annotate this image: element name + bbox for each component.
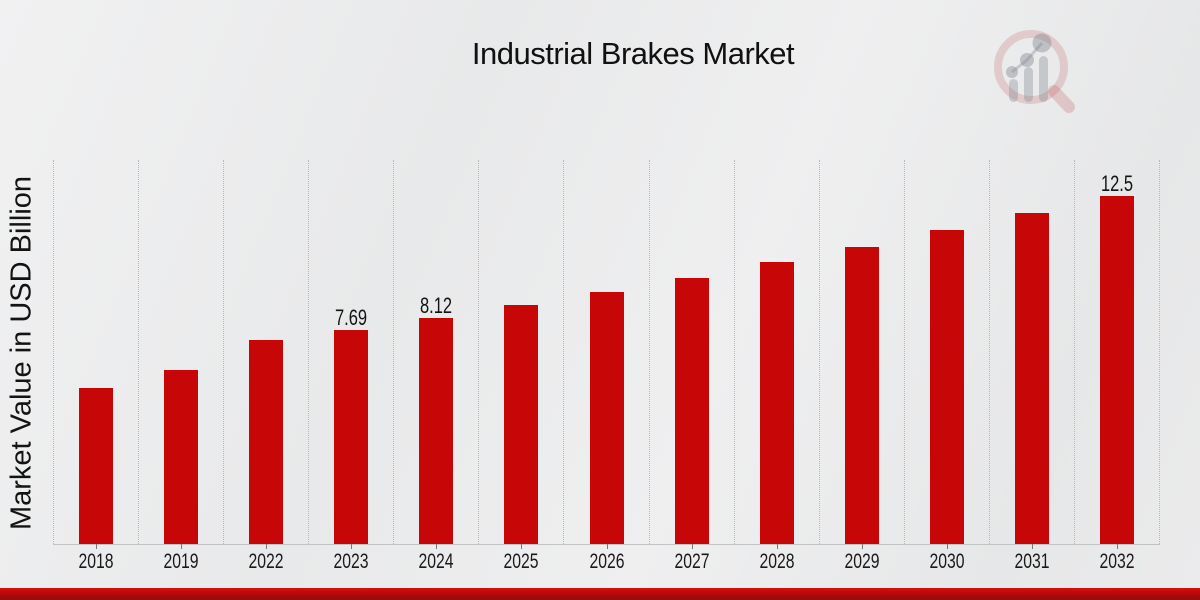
- x-axis-label: 2022: [248, 550, 284, 573]
- x-axis-label: 2019: [163, 550, 199, 573]
- bar-2019: [164, 370, 199, 544]
- bar-2022: [249, 340, 284, 544]
- x-axis-tick: [436, 544, 438, 549]
- x-axis-tick: [776, 544, 778, 549]
- x-axis-label: 2029: [844, 550, 880, 573]
- bar-2025: [504, 305, 539, 544]
- plot-area: 2018 2019 2022 7.69 2023 8.12 2024 2025 2026 2027…: [53, 160, 1161, 572]
- bar-cell: 2026: [563, 160, 648, 572]
- x-axis-label: 2018: [78, 550, 114, 573]
- x-axis-tick: [1116, 544, 1118, 549]
- bar-value-label: 12.5: [1100, 171, 1134, 197]
- bar-2027: [674, 277, 709, 544]
- x-axis-label: 2026: [588, 550, 625, 573]
- bar-cell: 2029: [818, 160, 904, 572]
- bar-cell: 2031: [988, 160, 1074, 572]
- x-axis-tick: [181, 544, 183, 549]
- bar-cell: 2028: [733, 160, 819, 572]
- x-axis-label: 2023: [333, 550, 369, 573]
- x-axis-label: 2031: [1014, 550, 1050, 573]
- y-axis-label: Market Value in USD Billion: [5, 175, 38, 531]
- x-axis-label: 2032: [1099, 550, 1135, 573]
- x-axis-label: 2025: [503, 550, 539, 573]
- x-axis-tick: [521, 544, 523, 549]
- bar-2029: [844, 247, 879, 544]
- bar-cell: 2025: [478, 160, 563, 572]
- x-axis-tick: [351, 544, 353, 549]
- bar-2024: [419, 318, 454, 544]
- x-axis-label: 2030: [929, 550, 965, 573]
- x-axis-tick: [691, 544, 693, 549]
- x-axis-label: 2024: [418, 550, 454, 573]
- bar-2031: [1014, 213, 1049, 544]
- x-axis-tick: [1031, 544, 1033, 549]
- bar-2028: [759, 262, 794, 544]
- x-axis-label: 2028: [759, 550, 795, 573]
- bar-cell: 2027: [648, 160, 734, 572]
- bar-cell: 12.5 2032: [1073, 160, 1161, 572]
- bar-2018: [79, 388, 114, 544]
- bar-value-label: 8.12: [420, 293, 453, 319]
- x-axis-tick: [946, 544, 948, 549]
- x-axis-tick: [861, 544, 863, 549]
- chart-title: Industrial Brakes Market: [471, 36, 795, 71]
- bar-cell: 2018: [53, 160, 138, 572]
- bar-2030: [929, 230, 964, 544]
- bar-2023: [334, 330, 369, 544]
- bar-2026: [589, 292, 624, 544]
- bar-cell: 2022: [223, 160, 308, 572]
- bar-value-label: 7.69: [335, 305, 368, 331]
- x-axis-tick: [606, 544, 608, 549]
- x-axis-label: 2027: [674, 550, 710, 573]
- x-axis-tick: [266, 544, 268, 549]
- bar-cell: 2030: [903, 160, 989, 572]
- magnifier-bar-chart-logo-icon: [994, 30, 1075, 113]
- bar-cell: 7.69 2023: [308, 160, 393, 572]
- x-axis-tick: [96, 544, 98, 549]
- footer-accent-band: [0, 588, 1200, 600]
- bar-cell: 2019: [138, 160, 223, 572]
- bar-cell: 8.12 2024: [393, 160, 478, 572]
- bar-2032: [1099, 196, 1134, 544]
